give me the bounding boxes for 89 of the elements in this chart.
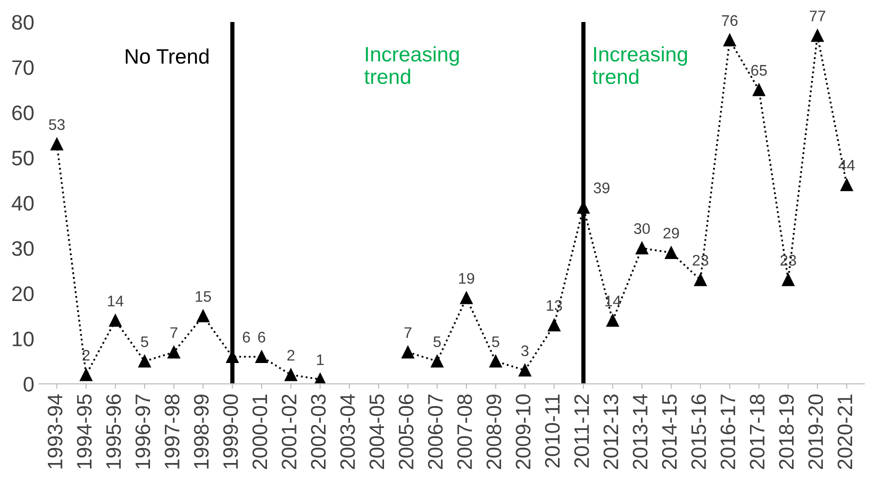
- x-tick-label: 2008-09: [486, 394, 502, 469]
- y-tick-label: 50: [12, 150, 34, 166]
- data-label: 77: [810, 10, 826, 22]
- data-label: 53: [48, 119, 65, 130]
- point: [723, 34, 736, 46]
- data-label: 2: [82, 350, 90, 361]
- data-label: 14: [605, 296, 621, 306]
- y-tick-label: 40: [12, 196, 34, 211]
- point: [168, 346, 180, 358]
- x-tick-label: 2011-12: [574, 394, 590, 468]
- data-label: 3: [521, 345, 528, 356]
- point: [636, 242, 648, 254]
- x-tick-label: 2017-18: [750, 394, 765, 469]
- point: [50, 138, 64, 150]
- point: [430, 355, 444, 368]
- y-tick-label: 80: [12, 15, 34, 30]
- y-tick-label: 10: [12, 332, 34, 346]
- y-tick-label: 0: [24, 376, 34, 392]
- point: [109, 314, 122, 327]
- annotation: No Trend: [126, 48, 208, 64]
- x-tick-label: 1994-95: [76, 394, 92, 468]
- point: [460, 292, 473, 304]
- data-label: 23: [780, 254, 796, 266]
- data-label: 23: [692, 254, 708, 266]
- x-tick-label: 1999-00: [223, 394, 238, 468]
- data-label: 6: [242, 332, 250, 343]
- x-tick-label: 2013-14: [632, 394, 648, 469]
- x-tick-label: 2002-03: [310, 394, 326, 469]
- y-tick-label: 60: [12, 105, 34, 120]
- x-tick-label: 2010-11: [545, 394, 560, 468]
- data-label: 44: [838, 160, 855, 171]
- x-tick-label: 2003-04: [340, 394, 355, 469]
- point: [694, 274, 707, 286]
- data-label: 76: [722, 15, 738, 26]
- data-label: 29: [663, 228, 679, 239]
- point: [284, 368, 298, 382]
- point: [752, 84, 766, 96]
- data-label: 30: [634, 223, 650, 234]
- data-label: 7: [170, 327, 178, 338]
- x-tick-label: 2014-15: [662, 394, 677, 469]
- y-tick-label: 30: [12, 241, 34, 256]
- y-tick-label: 70: [12, 60, 34, 75]
- data-label: 39: [594, 182, 610, 194]
- point: [782, 274, 794, 286]
- x-tick-label: 2020-21: [838, 394, 852, 469]
- x-tick-label: 1998-99: [194, 394, 209, 468]
- x-tick-label: 1997-98: [164, 394, 180, 468]
- data-label: 15: [196, 291, 211, 302]
- y-tick-label: 20: [12, 286, 34, 302]
- x-tick-label: 2005-06: [398, 394, 414, 469]
- data-label: 19: [459, 272, 474, 284]
- data-label: 6: [258, 332, 266, 343]
- data-label: 13: [546, 300, 562, 311]
- x-tick-label: 1995-96: [106, 394, 121, 468]
- data-label: 5: [140, 336, 148, 348]
- x-tick-label: 2009-10: [516, 394, 531, 469]
- point: [138, 355, 151, 368]
- point: [196, 310, 210, 322]
- x-tick-label: 1996-97: [135, 394, 150, 468]
- x-tick-label: 2019-20: [808, 394, 824, 469]
- point: [402, 346, 414, 358]
- x-tick-label: 2004-05: [369, 394, 384, 469]
- data-label: 7: [404, 327, 412, 338]
- point: [664, 246, 678, 259]
- data-label: 65: [751, 64, 767, 76]
- x-tick-label: 2006-07: [428, 394, 443, 469]
- point: [606, 314, 619, 327]
- x-tick-label: 2015-16: [691, 394, 706, 469]
- x-tick-label: 1993-94: [48, 394, 62, 468]
- point: [255, 350, 268, 363]
- x-tick-label: 2007-08: [457, 394, 472, 469]
- data-label: 14: [108, 296, 124, 306]
- x-tick-label: 2018-19: [779, 394, 794, 469]
- data-label: 5: [492, 336, 500, 348]
- x-tick-label: 2016-17: [720, 394, 736, 469]
- annotation: Increasing trend: [364, 46, 459, 84]
- data-label: 2: [287, 350, 294, 361]
- x-tick-label: 2000-01: [252, 394, 268, 469]
- data-label: 5: [434, 336, 441, 348]
- annotation: Increasing trend: [592, 46, 687, 84]
- x-tick-label: 2001-02: [282, 394, 296, 469]
- point: [489, 355, 502, 368]
- data-label: 1: [317, 354, 324, 366]
- point: [518, 364, 532, 377]
- point: [840, 178, 853, 192]
- point: [548, 318, 560, 332]
- point: [80, 368, 92, 382]
- x-tick-label: 2012-13: [604, 394, 618, 469]
- point: [811, 29, 824, 42]
